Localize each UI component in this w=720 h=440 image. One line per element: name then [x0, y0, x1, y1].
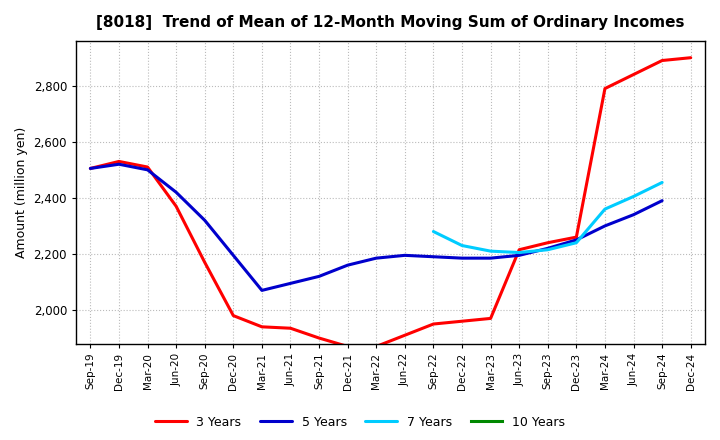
3 Years	[229, 313, 238, 318]
Line: 7 Years: 7 Years	[433, 183, 662, 253]
7 Years	[486, 249, 495, 254]
7 Years	[429, 229, 438, 234]
3 Years	[86, 166, 95, 171]
5 Years	[343, 263, 352, 268]
5 Years	[658, 198, 667, 203]
5 Years	[114, 161, 123, 167]
Title: [8018]  Trend of Mean of 12-Month Moving Sum of Ordinary Incomes: [8018] Trend of Mean of 12-Month Moving …	[96, 15, 685, 30]
5 Years	[544, 246, 552, 251]
7 Years	[458, 243, 467, 248]
3 Years	[143, 165, 152, 170]
3 Years	[600, 86, 609, 91]
5 Years	[572, 237, 580, 242]
3 Years	[258, 324, 266, 330]
7 Years	[658, 180, 667, 185]
3 Years	[372, 344, 381, 349]
5 Years	[200, 218, 209, 223]
5 Years	[315, 274, 323, 279]
3 Years	[114, 159, 123, 164]
3 Years	[515, 247, 523, 253]
3 Years	[172, 204, 181, 209]
3 Years	[343, 344, 352, 349]
5 Years	[172, 190, 181, 195]
5 Years	[600, 223, 609, 228]
3 Years	[658, 58, 667, 63]
5 Years	[143, 167, 152, 172]
5 Years	[515, 253, 523, 258]
3 Years	[286, 326, 294, 331]
Line: 3 Years: 3 Years	[91, 58, 690, 346]
5 Years	[429, 254, 438, 260]
Line: 5 Years: 5 Years	[91, 164, 662, 290]
5 Years	[229, 253, 238, 258]
5 Years	[286, 281, 294, 286]
3 Years	[544, 240, 552, 246]
3 Years	[486, 316, 495, 321]
5 Years	[400, 253, 409, 258]
7 Years	[544, 247, 552, 253]
Legend: 3 Years, 5 Years, 7 Years, 10 Years: 3 Years, 5 Years, 7 Years, 10 Years	[150, 411, 570, 434]
3 Years	[200, 260, 209, 265]
3 Years	[315, 335, 323, 341]
3 Years	[429, 321, 438, 326]
5 Years	[372, 256, 381, 261]
3 Years	[572, 235, 580, 240]
3 Years	[686, 55, 695, 60]
3 Years	[458, 319, 467, 324]
5 Years	[86, 166, 95, 171]
5 Years	[258, 288, 266, 293]
7 Years	[629, 194, 638, 199]
7 Years	[572, 240, 580, 246]
5 Years	[458, 256, 467, 261]
3 Years	[400, 333, 409, 338]
3 Years	[629, 72, 638, 77]
5 Years	[486, 256, 495, 261]
7 Years	[600, 206, 609, 212]
Y-axis label: Amount (million yen): Amount (million yen)	[15, 127, 28, 258]
5 Years	[629, 212, 638, 217]
7 Years	[515, 250, 523, 255]
